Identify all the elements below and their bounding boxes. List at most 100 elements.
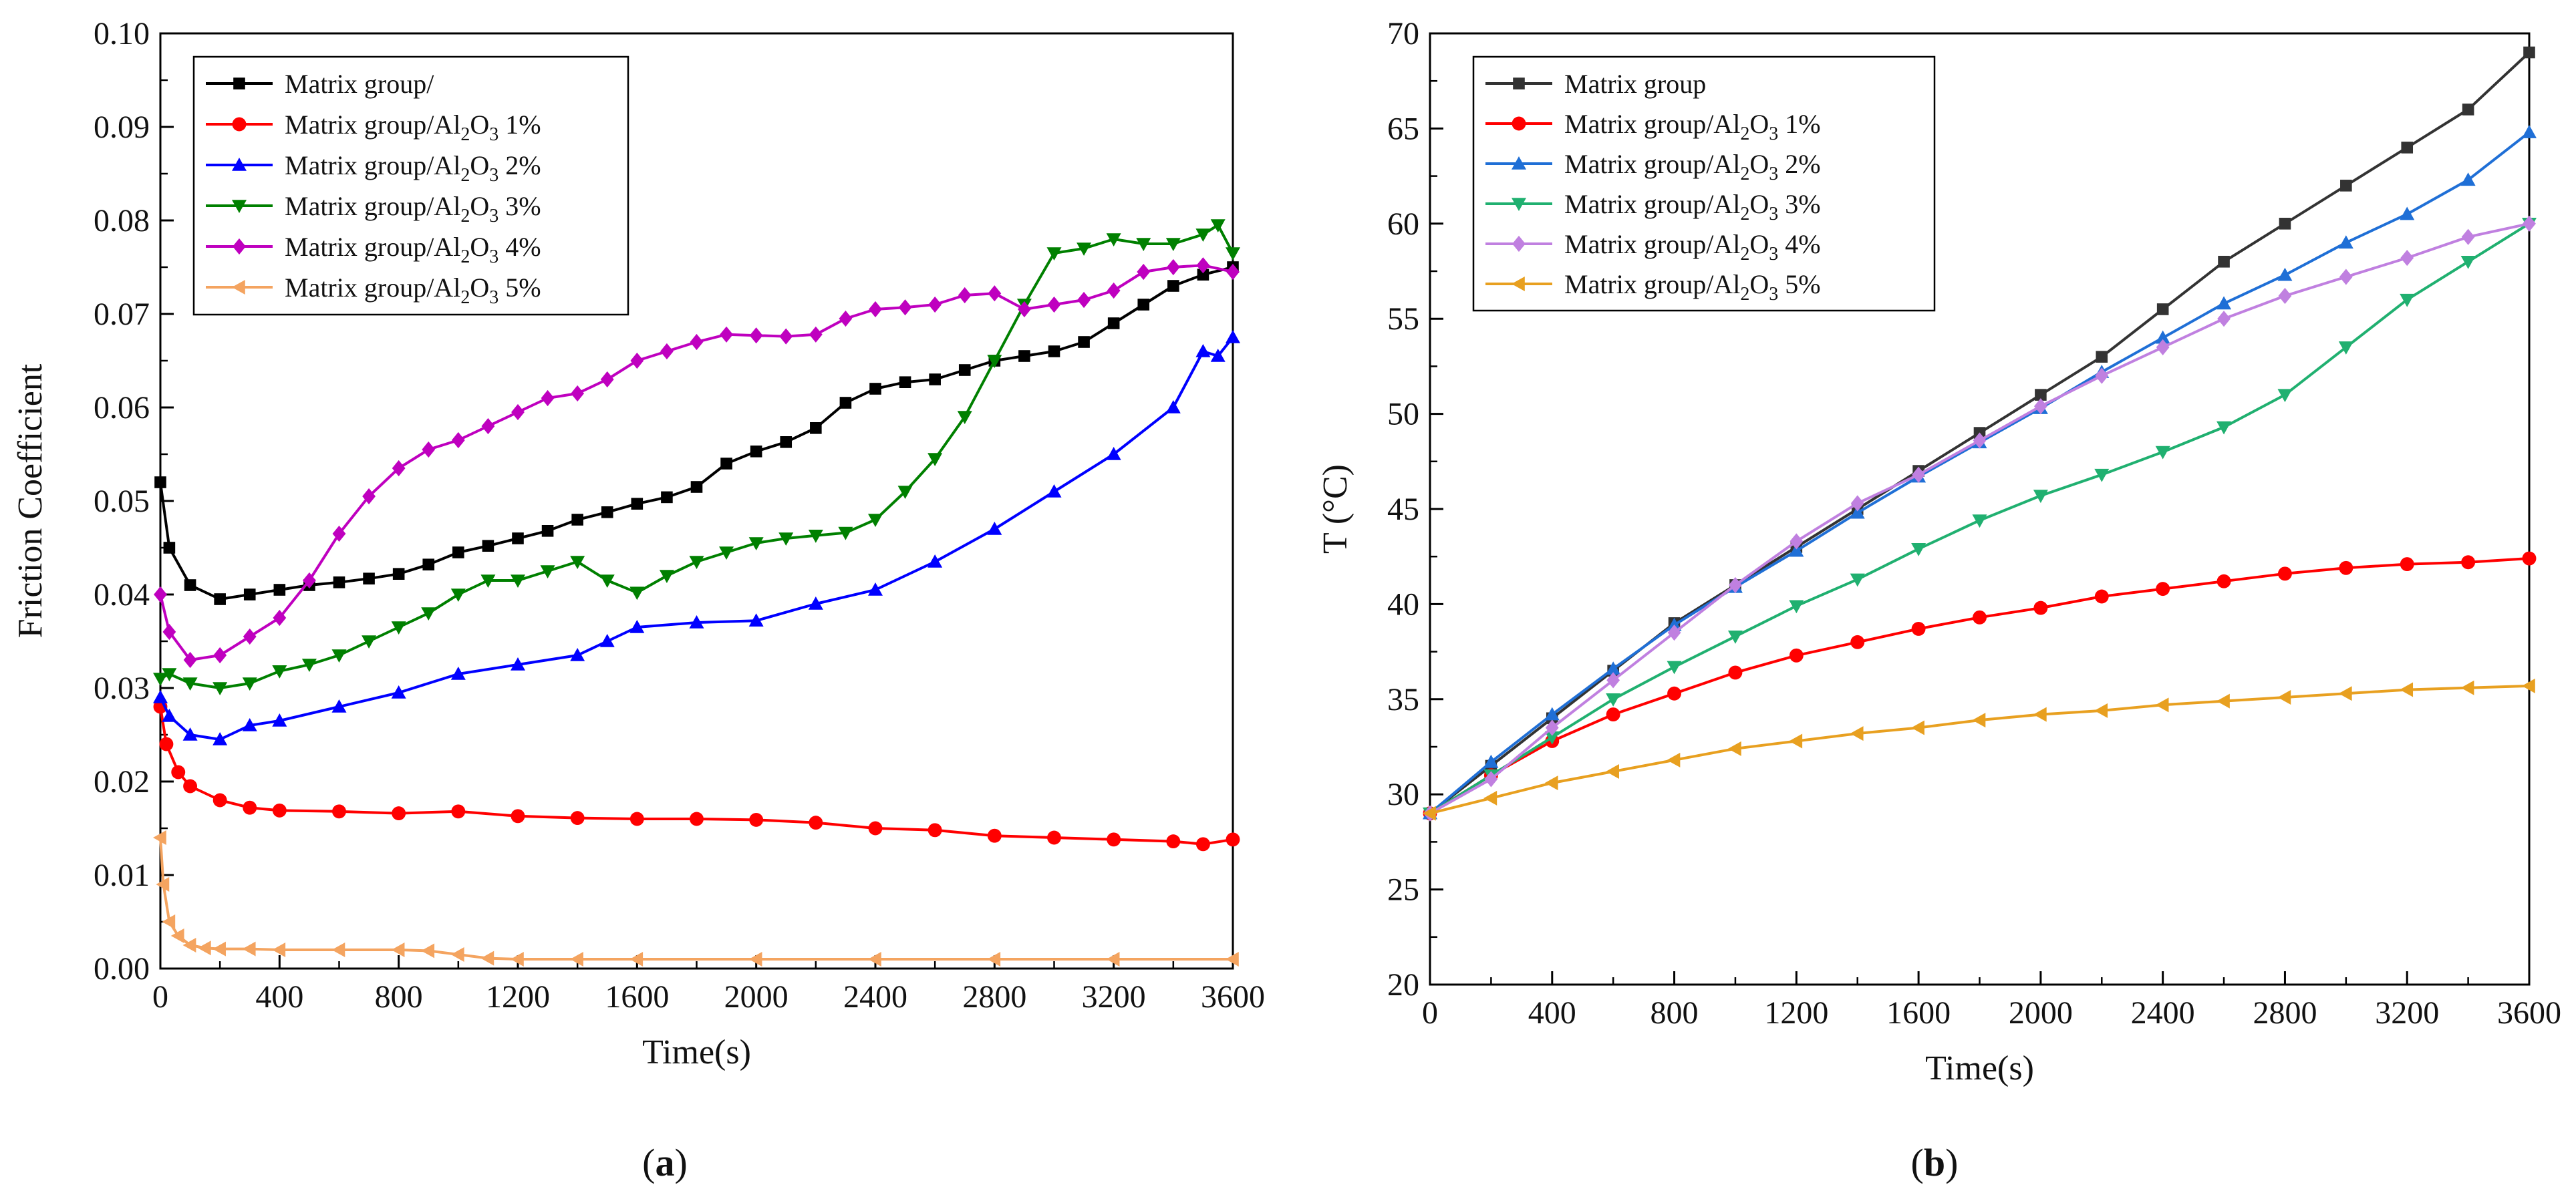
data-point xyxy=(2096,351,2108,363)
data-point xyxy=(2400,293,2415,307)
data-point xyxy=(1727,631,1743,644)
data-point xyxy=(1106,952,1120,967)
data-point xyxy=(243,800,257,815)
data-point xyxy=(1483,754,1499,768)
data-point xyxy=(2277,566,2292,581)
data-point xyxy=(480,574,496,588)
legend-entry: Matrix group xyxy=(1564,69,1706,99)
data-point xyxy=(362,635,377,649)
data-point xyxy=(1850,726,1864,741)
data-point xyxy=(182,727,198,741)
data-point xyxy=(1107,832,1121,847)
data-point xyxy=(212,732,228,745)
data-point xyxy=(512,532,524,544)
data-point xyxy=(2216,421,2232,435)
data-point xyxy=(391,942,405,957)
data-point xyxy=(570,811,585,826)
data-point xyxy=(2522,125,2537,138)
data-point xyxy=(183,651,197,669)
y-tick-label: 0.10 xyxy=(94,16,150,51)
legend-entry: Matrix group/Al2O3 5% xyxy=(1564,269,1821,305)
data-point xyxy=(2339,560,2353,575)
y-tick-label: 60 xyxy=(1387,206,1419,242)
data-point xyxy=(2400,682,2414,697)
data-point xyxy=(778,532,794,546)
legend-entry: Matrix group/Al2O3 1% xyxy=(1564,109,1821,144)
y-tick-label: 40 xyxy=(1387,586,1419,622)
data-point xyxy=(2094,589,2109,604)
data-point xyxy=(2033,707,2047,722)
series-4 xyxy=(1423,215,2536,822)
data-point xyxy=(422,441,436,458)
data-point xyxy=(1210,219,1226,232)
data-point xyxy=(153,673,168,686)
data-point xyxy=(273,609,287,627)
panel-b-chart: 0 400 800 1200 1600 2000 2400 2800 3200 3600 20 25 3… xyxy=(1316,16,2561,1087)
data-point xyxy=(2278,287,2292,305)
data-point xyxy=(171,765,186,780)
data-point xyxy=(570,556,585,569)
data-point xyxy=(212,941,226,957)
data-point xyxy=(1544,731,1560,745)
data-point xyxy=(601,506,613,518)
data-point xyxy=(2338,235,2353,249)
data-point xyxy=(184,579,196,591)
data-point xyxy=(689,556,704,569)
x-tick-label: 3600 xyxy=(1201,979,1265,1015)
data-point xyxy=(1911,720,1924,735)
data-point xyxy=(2400,557,2414,572)
data-point xyxy=(243,588,256,600)
data-point xyxy=(541,389,555,407)
data-point xyxy=(2216,296,2232,310)
data-point xyxy=(1850,573,1865,587)
legend-swatch-marker xyxy=(232,158,247,171)
data-point xyxy=(809,816,823,830)
data-point xyxy=(2460,255,2476,269)
data-point xyxy=(1544,707,1560,721)
y-axis-title: Friction Coefficient xyxy=(11,363,49,638)
data-point xyxy=(391,621,406,635)
data-point xyxy=(689,615,704,629)
data-point xyxy=(154,586,167,603)
data-point xyxy=(153,690,168,703)
data-point xyxy=(780,436,793,448)
data-point xyxy=(571,514,583,526)
data-point xyxy=(2522,551,2537,566)
data-point xyxy=(958,287,972,304)
legend-entry: Matrix group/Al2O3 3% xyxy=(1564,189,1821,224)
legend: Matrix group/Matrix group/Al2O3 1% Matrix… xyxy=(192,55,629,316)
data-point xyxy=(1166,834,1181,849)
data-point xyxy=(540,565,555,578)
data-point xyxy=(1727,741,1741,756)
data-point xyxy=(1106,233,1121,246)
data-point xyxy=(511,809,525,824)
series-line xyxy=(159,264,1234,661)
y-tick-label: 50 xyxy=(1387,397,1419,432)
data-point xyxy=(690,481,703,493)
panel-label-a: (a) xyxy=(642,1141,688,1184)
data-point xyxy=(1018,350,1030,362)
data-point xyxy=(779,328,793,345)
data-point xyxy=(1226,247,1240,261)
data-point xyxy=(2401,142,2414,154)
data-point xyxy=(303,572,316,589)
x-tick-label: 2800 xyxy=(2253,995,2317,1031)
data-point xyxy=(839,397,852,409)
data-point xyxy=(242,718,257,731)
y-axis-title: T (°C) xyxy=(1316,464,1354,554)
data-point xyxy=(1226,330,1240,343)
series-2 xyxy=(153,330,1240,745)
panel-label-b: (b) xyxy=(1911,1141,1959,1184)
data-point xyxy=(2522,678,2535,693)
data-point xyxy=(748,537,764,550)
data-point xyxy=(1226,832,1240,847)
data-point xyxy=(392,568,405,580)
data-point xyxy=(331,699,347,713)
data-point xyxy=(1226,952,1239,967)
legend-entry: Matrix group/Al2O3 4% xyxy=(285,232,541,267)
data-point xyxy=(162,668,177,681)
y-tick-label: 0.08 xyxy=(94,203,150,238)
data-point xyxy=(810,422,822,434)
data-point xyxy=(162,623,176,641)
